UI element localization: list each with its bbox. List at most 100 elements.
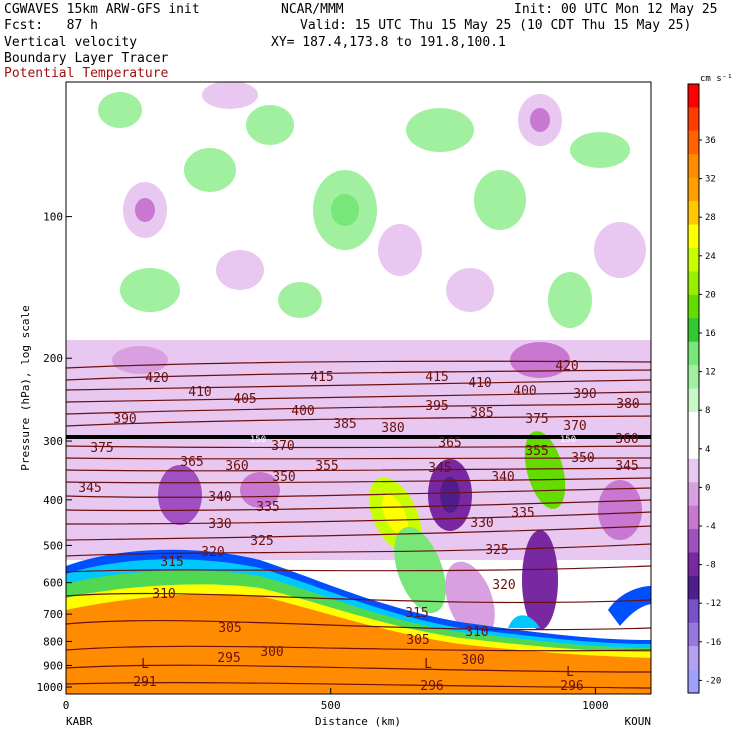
colorbar-swatch (688, 365, 699, 389)
colorbar-label-4: 20 (705, 290, 716, 300)
theta-labels: 420 415 415 420 410 405 410 400 390 390 400 395 385 3… (78, 359, 639, 694)
colorbar-swatch (688, 505, 699, 530)
theta-label-49: 300 (461, 653, 484, 668)
y-tick-label-3: 400 (43, 494, 63, 507)
theta-label-39: 320 (201, 545, 224, 560)
x-axis: 0 500 1000 (63, 688, 609, 712)
colorbar-label-13: -16 (705, 638, 721, 648)
colorbar-swatch (688, 552, 699, 577)
colorbar-label-0: 36 (705, 136, 716, 146)
colorbar-swatch (688, 529, 699, 553)
header-org: NCAR/MMM (281, 2, 344, 17)
theta-label-4: 410 (188, 385, 211, 400)
y-tick-label-1: 200 (43, 352, 63, 365)
colorbar-label-14: -20 (705, 676, 721, 686)
theta-label-6: 410 (468, 376, 491, 391)
colorbar-label-10: -4 (705, 522, 716, 532)
theta-label-33: 335 (256, 500, 279, 515)
header-field-theta: Potential Temperature (4, 66, 169, 81)
theta-label-55: L (566, 665, 574, 680)
colorbar-swatch (688, 224, 699, 249)
theta-label-14: 385 (333, 417, 356, 432)
theta-label-46: 305 (406, 633, 429, 648)
colorbar-label-3: 24 (705, 252, 716, 262)
colorbar-swatch (688, 130, 699, 155)
theta-label-25: 360 (225, 459, 248, 474)
colorbar-swatch (688, 318, 699, 343)
theta-label-54: L (424, 657, 432, 672)
theta-label-48: 300 (260, 645, 283, 660)
theta-label-1: 415 (310, 370, 333, 385)
colorbar-label-6: 12 (705, 368, 716, 378)
theta-label-0: 420 (145, 371, 168, 386)
vertical-velocity-field (66, 82, 651, 639)
theta-label-38: 325 (485, 543, 508, 558)
y-tick-label-7: 800 (43, 635, 63, 648)
y-axis-label: Pressure (hPa), log scale (19, 305, 32, 471)
colorbar-label-11: -8 (705, 561, 716, 571)
colorbar-label-1: 32 (705, 175, 716, 185)
colorbar-swatch (688, 388, 699, 413)
theta-label-35: 330 (208, 517, 231, 532)
colorbar-label-8: 4 (705, 445, 710, 455)
colorbar-label-12: -12 (705, 599, 721, 609)
colorbar-swatch (688, 107, 699, 132)
theta-label-45: 305 (218, 621, 241, 636)
theta-label-8: 390 (573, 387, 596, 402)
colorbar-swatch (688, 177, 699, 202)
theta-label-47: 295 (217, 651, 240, 666)
colorbar-swatch (688, 482, 699, 507)
header-fcst: Fcst: 87 h (4, 18, 98, 33)
y-tick-label-8: 900 (43, 659, 63, 672)
colorbar-swatch (688, 271, 699, 296)
colorbar-swatch (688, 646, 699, 671)
theta-label-7: 400 (513, 384, 536, 399)
theta-label-9: 390 (113, 412, 136, 427)
colorbar-swatch (688, 294, 699, 319)
colorbar-swatch (688, 341, 699, 366)
theta-label-20: 365 (438, 436, 461, 451)
colorbar: 36 32 28 24 20 16 12 8 4 0 -4 -8 -12 -16 -20 (687, 83, 721, 694)
colorbar-swatch (688, 458, 699, 483)
x-tick-label-2: 1000 (582, 699, 609, 712)
header-field-bl-tracer: Boundary Layer Tracer (4, 51, 169, 66)
tropopause-label-0: 150 (250, 435, 266, 445)
theta-label-19: 370 (271, 439, 294, 454)
colorbar-label-7: 8 (705, 406, 710, 416)
theta-label-22: 350 (571, 451, 594, 466)
header-valid: Valid: 15 UTC Thu 15 May 25 (10 CDT Thu … (300, 18, 692, 33)
y-tick-label-6: 700 (43, 608, 63, 621)
colorbar-swatch (688, 84, 699, 108)
theta-label-12: 385 (470, 406, 493, 421)
theta-label-37: 325 (250, 534, 273, 549)
colorbar-label-9: 0 (705, 483, 710, 493)
header-xy: XY= 187.4,173.8 to 191.8,100.1 (271, 35, 506, 50)
header-field-vertical-velocity: Vertical velocity (4, 35, 138, 50)
theta-label-2: 415 (425, 370, 448, 385)
header-model: CGWAVES 15km ARW-GFS init (4, 2, 200, 17)
theta-label-31: 345 (78, 481, 101, 496)
y-tick-label-5: 600 (43, 577, 63, 590)
theta-label-53: L (141, 657, 149, 672)
colorbar-label-2: 28 (705, 213, 716, 223)
theta-label-32: 340 (208, 490, 231, 505)
theta-label-51: 296 (420, 679, 443, 694)
colorbar-swatch (688, 575, 699, 600)
colorbar-swatch (688, 154, 699, 179)
theta-label-34: 335 (511, 506, 534, 521)
theta-label-28: 345 (615, 459, 638, 474)
theta-label-40: 315 (160, 555, 183, 570)
colorbar-swatch (688, 435, 699, 460)
theta-label-15: 380 (381, 421, 404, 436)
y-tick-label-2: 300 (43, 435, 63, 448)
theta-label-10: 400 (291, 404, 314, 419)
theta-label-11: 395 (425, 399, 448, 414)
x-endpoint-left: KABR (66, 715, 93, 728)
colorbar-swatch (688, 599, 699, 624)
header-init: Init: 00 UTC Mon 12 May 25 (514, 2, 718, 17)
theta-label-43: 315 (405, 606, 428, 621)
y-tick-label-4: 500 (43, 539, 63, 552)
theta-label-18: 375 (90, 441, 113, 456)
theta-label-41: 320 (492, 578, 515, 593)
